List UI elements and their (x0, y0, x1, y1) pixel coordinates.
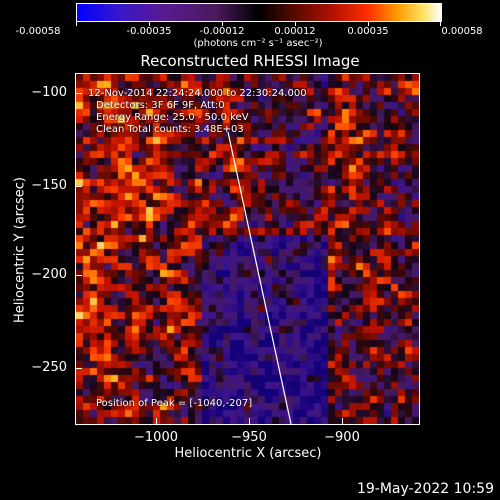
colorbar-tick-label: -0.00035 (126, 26, 172, 37)
colorbar-tick (76, 21, 77, 26)
y-tick-label: −200 (31, 267, 67, 282)
info-time-range: 12-Nov-2014 22:24:24.000 to 22:30:24.000 (88, 88, 307, 99)
info-clean-counts: Clean Total counts: 3.48E+03 (96, 124, 244, 135)
colorbar-units: (photons cm⁻² s⁻¹ asec⁻²) (193, 38, 323, 49)
colorbar-tick-label: 0.00012 (274, 26, 316, 37)
colorbar (76, 3, 442, 22)
peak-position: Position of Peak = [-1040,-207] (96, 398, 253, 409)
colorbar-tick (440, 21, 441, 26)
x-tick-label: −950 (231, 430, 267, 445)
x-tick (249, 418, 250, 424)
solar-limb-line (227, 131, 292, 424)
y-tick (76, 275, 82, 276)
x-axis-label: Heliocentric X (arcsec) (174, 446, 322, 461)
colorbar-tick-label: 0.00058 (441, 26, 483, 37)
x-tick-label: −1000 (134, 430, 178, 445)
heatmap-canvas (76, 74, 419, 424)
colorbar-tick (368, 21, 369, 26)
colorbar-tick (295, 21, 296, 26)
info-energy-range: Energy Range: 25.0 - 50.0 keV (96, 112, 249, 123)
y-tick (76, 93, 82, 94)
y-axis-label: Heliocentric Y (arcsec) (12, 177, 28, 323)
y-tick-label: −250 (31, 360, 67, 375)
colorbar-tick (149, 21, 150, 26)
timestamp: 19-May-2022 10:59 (356, 481, 494, 497)
rhessi-image: 12-Nov-2014 22:24:24.000 to 22:30:24.000… (75, 73, 420, 425)
y-tick-label: −100 (31, 85, 67, 100)
y-tick (76, 368, 82, 369)
colorbar-tick-label: -0.00058 (15, 26, 61, 37)
colorbar-tick-label: 0.00035 (347, 26, 389, 37)
x-tick (156, 418, 157, 424)
y-tick (76, 186, 82, 187)
y-tick-label: −150 (31, 178, 67, 193)
limb-line-overlay (227, 131, 292, 424)
colorbar-tick (222, 21, 223, 26)
colorbar-tick-label: -0.00012 (199, 26, 245, 37)
plot-title: Reconstructed RHESSI Image (140, 52, 360, 70)
x-tick-label: −900 (324, 430, 360, 445)
info-detectors: Detectors: 3F 6F 9F, Att:0 (96, 100, 225, 111)
x-tick (342, 418, 343, 424)
